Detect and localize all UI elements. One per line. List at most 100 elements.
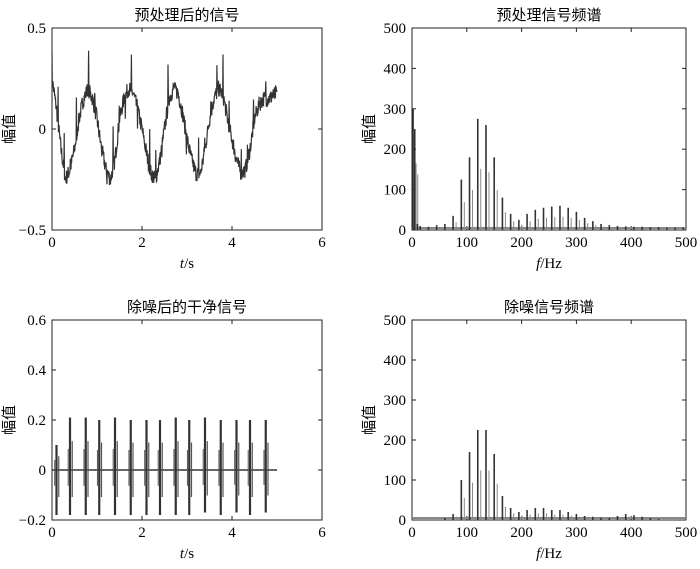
y-axis-label: 幅值: [0, 114, 18, 144]
x-axis-variable: t: [180, 256, 185, 272]
spectrum-stem: [550, 206, 556, 230]
spectrum-stem: [592, 516, 597, 520]
plot-frame: [51, 27, 323, 231]
spectrum-stem: [633, 515, 638, 520]
spectrum-stem: [559, 205, 564, 230]
chart-title: 除噪后的干净信号: [127, 298, 247, 316]
spectrum-stem: [468, 157, 474, 230]
spectrum-stem: [485, 430, 490, 520]
spectrum-stem: [657, 227, 663, 230]
spectrum-stem: [452, 215, 457, 230]
spectrum-stem: [413, 129, 419, 230]
spectrum-stem: [476, 430, 482, 520]
spectrum-stem: [542, 207, 548, 230]
spectrum-stem: [641, 516, 646, 520]
impulse: [202, 417, 208, 513]
x-tick-label: 500: [675, 525, 698, 541]
chart-title: 预处理信号频谱: [496, 6, 601, 24]
x-tick-label: 4: [228, 525, 236, 541]
x-axis-unit: /s: [184, 256, 194, 272]
y-tick-label: 0.4: [27, 363, 46, 379]
x-tick-label: 4: [228, 235, 236, 251]
spectrum-stem: [657, 518, 663, 520]
spectrum-stem: [608, 518, 613, 520]
plot-area: [412, 108, 686, 230]
x-tick-label: 100: [456, 235, 479, 251]
spectrum-stem: [592, 221, 597, 230]
spectrum-stem: [452, 514, 457, 520]
impulse: [128, 420, 134, 515]
x-tick-label: 300: [565, 235, 588, 251]
spectrum-stem: [583, 217, 589, 230]
impulse: [157, 420, 163, 515]
impulse: [234, 420, 240, 513]
impulse: [67, 417, 73, 515]
plot-frame: [51, 319, 323, 521]
spectrum-stem: [542, 508, 548, 520]
spectrum-stem: [600, 517, 605, 520]
spectrum-stem: [624, 514, 630, 520]
x-axis-variable: f: [536, 546, 542, 562]
spectrum-stem: [412, 108, 417, 230]
y-tick-label: 500: [384, 21, 407, 37]
y-tick-label: −0.5: [19, 223, 46, 239]
spectrum-stem: [509, 508, 515, 520]
x-tick-label: 6: [318, 525, 326, 541]
impulse: [144, 420, 150, 515]
impulse: [83, 417, 89, 515]
y-tick-label: 300: [384, 393, 407, 409]
spectrum-stem: [501, 496, 506, 520]
spectrum-stem: [518, 219, 523, 230]
x-tick-label: 500: [675, 235, 698, 251]
x-tick-label: 100: [456, 525, 479, 541]
spectrum-stem: [468, 452, 474, 520]
impulse: [112, 417, 118, 515]
x-tick-label: 0: [408, 525, 416, 541]
spectrum-stem: [600, 223, 605, 230]
spectrum-stem: [493, 157, 498, 230]
impulse: [218, 420, 224, 515]
spectrum-stem: [682, 227, 686, 230]
x-tick-label: 0: [48, 525, 56, 541]
spectrum-stem: [435, 225, 441, 230]
y-tick-label: 100: [384, 473, 407, 489]
spectrum-stem: [649, 227, 654, 230]
x-axis-unit: /Hz: [540, 256, 562, 272]
spectrum-stem: [476, 118, 482, 230]
spectrum-stem: [460, 179, 465, 230]
chart-title: 预处理后的信号: [134, 6, 239, 24]
spectrum-stem: [493, 454, 498, 520]
impulse: [186, 420, 193, 515]
spectrum-stem: [583, 516, 589, 520]
spectrum-stem: [501, 197, 506, 230]
impulse: [263, 420, 269, 513]
y-tick-label: 400: [384, 61, 407, 77]
y-axis-label: 幅值: [360, 405, 378, 435]
y-tick-label: 400: [384, 353, 407, 369]
spectrum-stem: [427, 226, 432, 230]
spectrum-stem: [616, 516, 621, 520]
y-tick-label: 300: [384, 102, 407, 118]
spectrum-stem: [526, 213, 531, 230]
y-axis-label: 幅值: [360, 114, 378, 144]
x-tick-label: 200: [510, 235, 533, 251]
x-tick-label: 2: [138, 525, 146, 541]
y-tick-label: 500: [384, 313, 407, 329]
y-tick-label: −0.2: [19, 513, 46, 529]
spectrum-stem: [419, 225, 424, 230]
spectrum-stem: [526, 510, 531, 520]
spectrum-stem: [674, 227, 679, 230]
x-tick-label: 0: [48, 235, 56, 251]
spectrum-stem: [550, 510, 556, 520]
spectrum-stem: [444, 223, 449, 230]
y-tick-label: 0: [39, 463, 47, 479]
plot-area: [52, 49, 278, 186]
impulse: [247, 420, 253, 515]
impulse: [173, 417, 179, 515]
spectrum-stem: [444, 518, 449, 520]
spectrum-stem: [616, 225, 621, 230]
x-tick-label: 0: [408, 235, 416, 251]
